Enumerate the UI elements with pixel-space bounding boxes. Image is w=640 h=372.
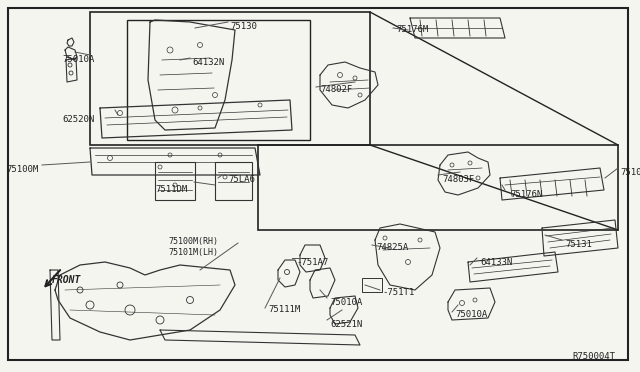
Text: 64133N: 64133N xyxy=(480,258,512,267)
Text: 74825A: 74825A xyxy=(376,243,408,252)
Text: 75010A: 75010A xyxy=(62,55,94,64)
Text: 7511DM: 7511DM xyxy=(155,185,188,194)
Text: R750004T: R750004T xyxy=(572,352,615,361)
Text: 75010A: 75010A xyxy=(455,310,487,319)
Text: 75101M: 75101M xyxy=(620,168,640,177)
Text: 74803F: 74803F xyxy=(442,175,474,184)
Text: 75176N: 75176N xyxy=(510,190,542,199)
Bar xyxy=(362,278,382,292)
Text: 62521N: 62521N xyxy=(330,320,362,329)
Text: 75LA6: 75LA6 xyxy=(228,175,255,184)
Text: 64132N: 64132N xyxy=(192,58,224,67)
Bar xyxy=(215,162,252,200)
Text: 75176M: 75176M xyxy=(396,25,428,34)
Text: 75111M: 75111M xyxy=(268,305,300,314)
Text: 74802F: 74802F xyxy=(320,85,352,94)
Bar xyxy=(127,20,310,140)
Bar xyxy=(155,162,195,200)
Text: 75131: 75131 xyxy=(565,240,592,249)
Bar xyxy=(258,145,618,230)
Text: 75100M(RH): 75100M(RH) xyxy=(168,237,218,246)
Text: -751A7: -751A7 xyxy=(296,258,328,267)
Text: FRONT: FRONT xyxy=(52,275,81,285)
Text: 75101M(LH): 75101M(LH) xyxy=(168,248,218,257)
Text: 75010A: 75010A xyxy=(330,298,362,307)
Text: -751T1: -751T1 xyxy=(382,288,414,297)
Text: 62520N: 62520N xyxy=(62,115,94,124)
Text: 75130: 75130 xyxy=(230,22,257,31)
Bar xyxy=(90,12,370,145)
Text: 75100M: 75100M xyxy=(6,165,38,174)
